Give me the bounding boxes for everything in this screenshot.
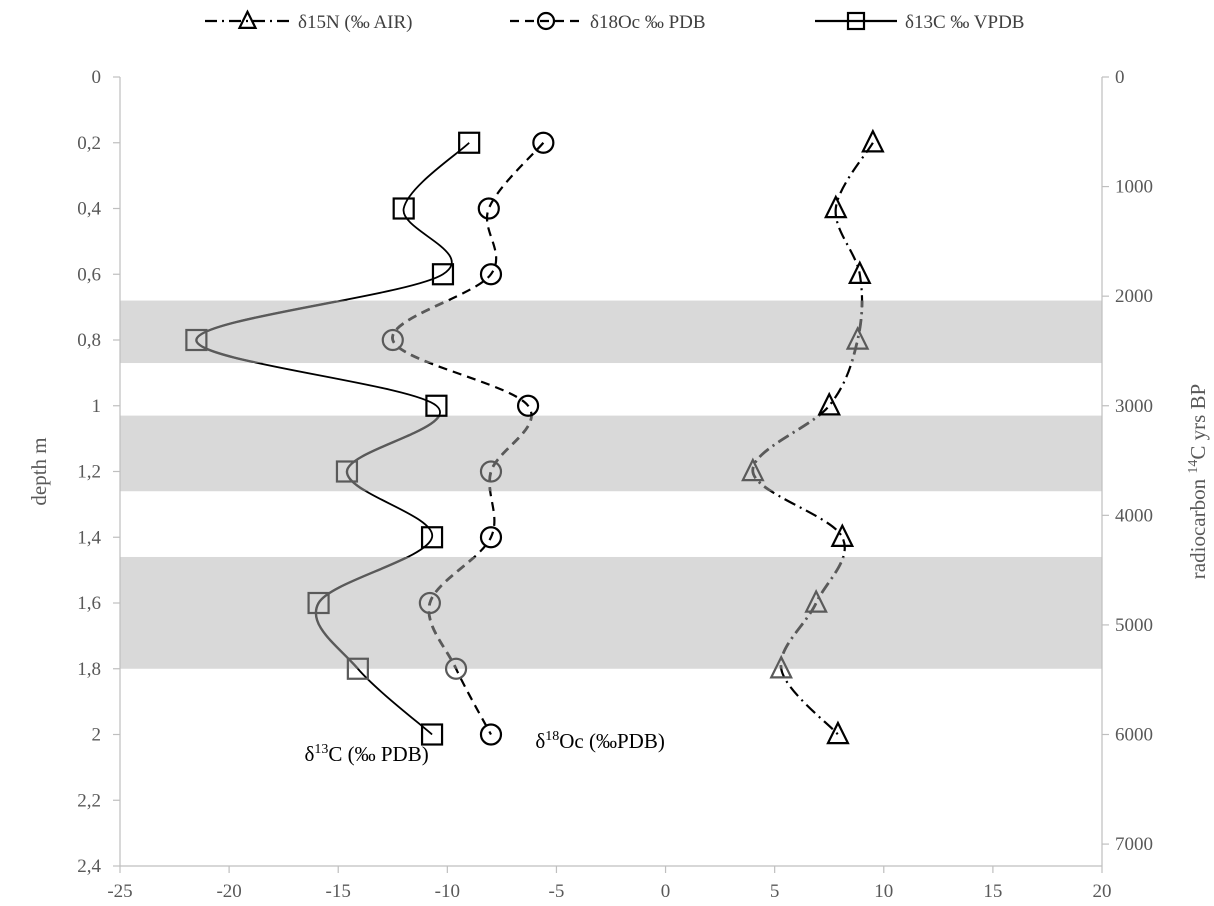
annotation-sup: 18 <box>545 729 559 744</box>
data-point-square <box>425 394 448 417</box>
x-tick-label: -15 <box>326 881 351 902</box>
data-point-square <box>458 131 481 154</box>
data-point-square <box>846 11 866 31</box>
legend-label: δ18Oc ‰ PDB <box>590 12 706 33</box>
y2-tick-label: 5000 <box>1115 615 1153 636</box>
annotation-suffix: C (‰ PDB) <box>328 742 428 766</box>
y-tick-label: 1,6 <box>77 593 101 614</box>
legend-label: δ15N (‰ AIR) <box>298 12 413 33</box>
legend-item: δ13C ‰ VPDB <box>815 11 1024 33</box>
data-point-triangle <box>847 260 872 284</box>
data-point-circle <box>477 197 500 220</box>
y2-tick-label: 0 <box>1115 67 1125 88</box>
data-point-square <box>335 460 359 483</box>
data-point-triangle <box>826 720 850 745</box>
y-tick-label: 1,4 <box>77 527 101 548</box>
legend: δ15N (‰ AIR) δ18Oc ‰ PDB δ13C ‰ VPDB <box>205 9 1024 33</box>
x-tick-label: 10 <box>874 881 893 902</box>
data-point-square <box>431 263 455 286</box>
data-point-circle <box>479 723 503 746</box>
data-point-triangle <box>823 194 848 219</box>
y-tick-label: 2,4 <box>77 856 101 877</box>
y-tick-label: 2 <box>92 725 102 746</box>
data-point-triangle <box>237 9 258 29</box>
data-point-triangle <box>817 391 841 416</box>
x-tick-label: -20 <box>216 881 241 902</box>
x-tick-label: 20 <box>1093 881 1112 902</box>
series-circle <box>381 131 555 746</box>
annotation-label: δ13C (‰ PDB) <box>304 742 428 766</box>
x-tick-label: -10 <box>435 881 460 902</box>
y2-tick-label: 6000 <box>1115 725 1153 746</box>
shaded-bands <box>120 300 1102 669</box>
y2-title-prefix: radiocarbon <box>1186 474 1210 580</box>
data-point-circle <box>418 591 441 615</box>
y2-axis-title: radiocarbon 14C yrs BP <box>1186 384 1210 579</box>
series-line-shaded <box>751 300 875 669</box>
y2-tick-label: 7000 <box>1115 834 1153 855</box>
data-point-square <box>346 657 369 680</box>
annotation-sup: 13 <box>314 742 328 757</box>
y2-tick-label: 2000 <box>1115 286 1153 307</box>
data-point-square <box>392 197 415 220</box>
shaded-band <box>120 415 1102 492</box>
series-layer <box>185 128 885 746</box>
x-tick-label: 5 <box>770 881 780 902</box>
series-triangle <box>741 128 885 745</box>
y-tick-label: 0,6 <box>77 264 101 285</box>
x-tick-label: -5 <box>549 881 565 902</box>
y-tick-label: 1 <box>92 396 102 417</box>
data-point-circle <box>479 460 503 483</box>
data-point-triangle <box>861 128 885 153</box>
x-tick-label: -25 <box>107 881 132 902</box>
y2-tick-label: 1000 <box>1115 177 1153 198</box>
data-point-circle <box>444 657 468 680</box>
data-point-circle <box>479 526 503 549</box>
data-point-square <box>307 591 330 615</box>
annotations: δ13C (‰ PDB)δ18Oc (‰PDB) <box>304 729 664 766</box>
y-tick-label: 0,4 <box>77 199 101 220</box>
data-point-circle <box>516 394 540 417</box>
data-point-circle <box>479 263 503 286</box>
y2-title-sup: 14 <box>1186 460 1201 474</box>
legend-item: δ15N (‰ AIR) <box>205 9 413 33</box>
shaded-band <box>120 300 1102 364</box>
data-point-square <box>420 526 444 549</box>
data-point-square <box>420 723 444 746</box>
series-square <box>185 131 481 746</box>
shaded-band <box>120 556 1102 669</box>
annotation-suffix: Oc (‰PDB) <box>559 729 665 753</box>
data-point-triangle <box>804 589 828 613</box>
annotation-label: δ18Oc (‰PDB) <box>535 729 664 753</box>
y-tick-label: 0 <box>92 67 102 88</box>
x-tick-label: 0 <box>661 881 671 902</box>
data-point-circle <box>381 328 404 352</box>
y-axis-title: depth m <box>27 437 51 505</box>
x-tick-label: 15 <box>983 881 1002 902</box>
data-point-circle <box>532 131 555 154</box>
data-point-square <box>185 328 208 352</box>
data-point-circle <box>536 11 556 31</box>
y-tick-label: 1,8 <box>77 659 101 680</box>
y-tick-label: 2,2 <box>77 790 101 811</box>
annotation-prefix: δ <box>304 742 314 766</box>
y-tick-label: 0,8 <box>77 330 101 351</box>
legend-item: δ18Oc ‰ PDB <box>510 11 706 33</box>
y2-tick-label: 3000 <box>1115 396 1153 417</box>
data-point-triangle <box>769 654 793 679</box>
data-point-triangle <box>830 523 855 547</box>
data-point-triangle <box>741 457 765 482</box>
y2-tick-label: 4000 <box>1115 505 1153 526</box>
y-tick-label: 1,2 <box>77 462 101 483</box>
y-tick-label: 0,2 <box>77 133 101 154</box>
data-point-triangle <box>845 326 870 350</box>
axes: 0 0,2 0,4 0,6 0,8 1 1,2 1,4 1,6 1,8 2 2,2 2,4 -25 -20 -… <box>27 67 1210 902</box>
y2-title-suffix: C yrs BP <box>1186 384 1210 460</box>
legend-label: δ13C ‰ VPDB <box>905 12 1024 33</box>
annotation-prefix: δ <box>535 729 545 753</box>
